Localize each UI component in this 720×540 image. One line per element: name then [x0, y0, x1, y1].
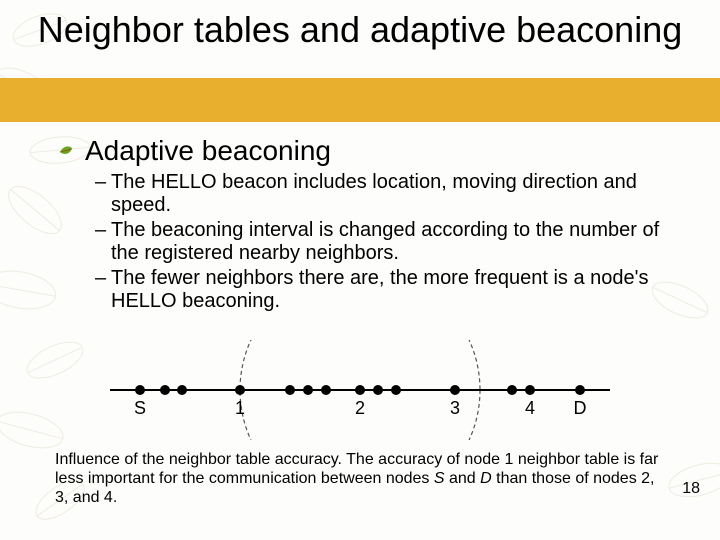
- leaf-bullet-icon: [57, 143, 75, 161]
- bullet-item: The HELLO beacon includes location, movi…: [95, 171, 690, 217]
- diagram-svg: S 1 2 3 4 D: [80, 340, 640, 440]
- caption-text-2: and: [445, 470, 481, 487]
- caption-d: D: [480, 470, 492, 487]
- bullet-item: The beaconing interval is changed accord…: [95, 219, 690, 265]
- svg-text:2: 2: [355, 398, 365, 418]
- svg-text:D: D: [574, 398, 587, 418]
- node-diagram: S 1 2 3 4 D: [0, 340, 720, 445]
- svg-text:3: 3: [450, 398, 460, 418]
- section-heading-text: Adaptive beaconing: [85, 135, 331, 166]
- section-heading: Adaptive beaconing: [85, 135, 690, 167]
- svg-text:4: 4: [525, 398, 535, 418]
- bullet-item: The fewer neighbors there are, the more …: [95, 267, 690, 313]
- slide-title: Neighbor tables and adaptive beaconing: [0, 10, 720, 50]
- svg-text:S: S: [134, 398, 146, 418]
- page-number: 18: [682, 480, 700, 498]
- bullet-list: The HELLO beacon includes location, movi…: [85, 171, 690, 313]
- figure-caption: Influence of the neighbor table accuracy…: [55, 450, 670, 508]
- caption-s: S: [434, 470, 445, 487]
- content-area: Adaptive beaconing The HELLO beacon incl…: [85, 135, 690, 315]
- title-band-accent: [0, 78, 720, 122]
- svg-text:1: 1: [235, 398, 245, 418]
